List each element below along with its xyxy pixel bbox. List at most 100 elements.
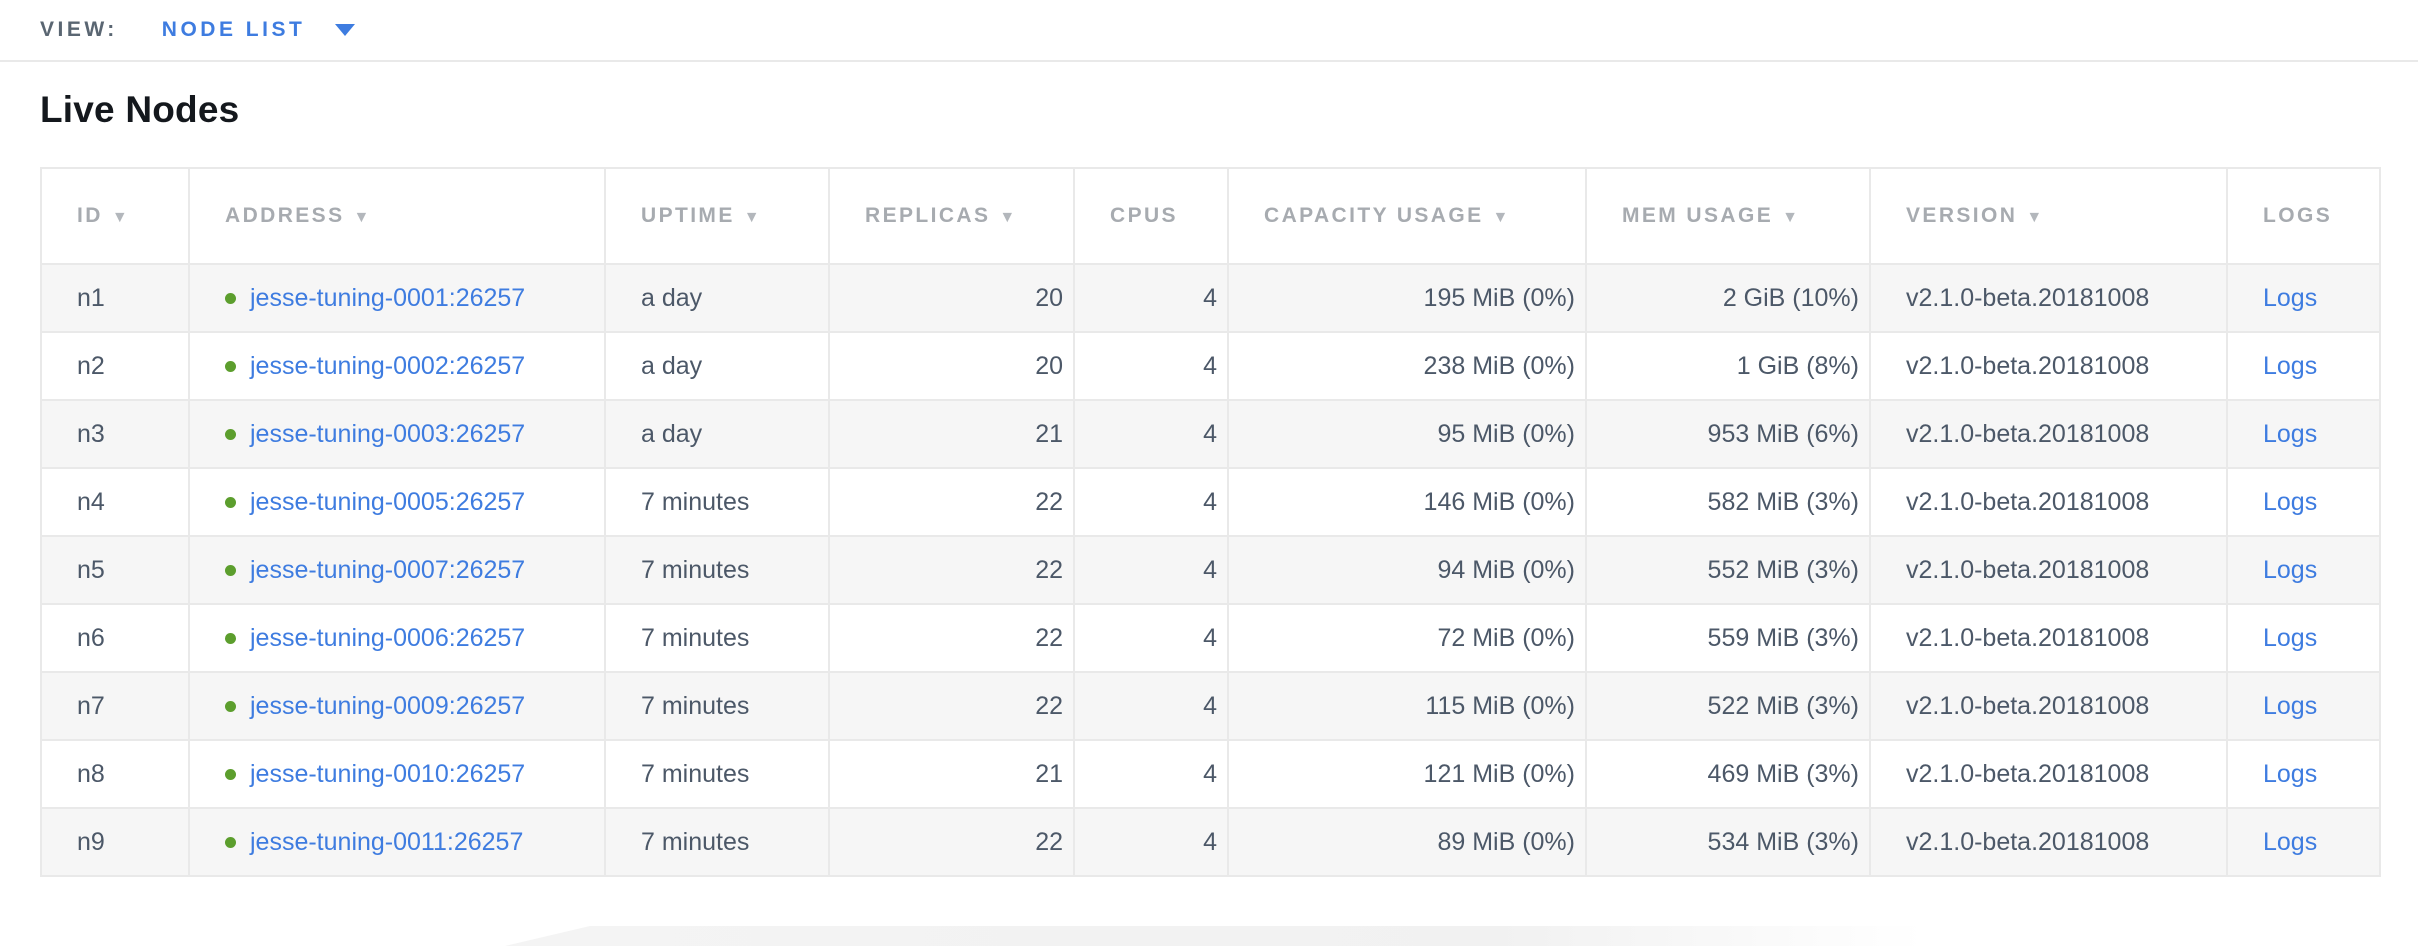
node-healthy-dot-icon — [225, 428, 236, 440]
column-header-mem-usage[interactable]: MEM USAGE ▼ — [1585, 167, 1871, 265]
node-healthy-dot-icon — [225, 632, 236, 644]
address-cell: jesse-tuning-0001:26257 — [188, 263, 606, 333]
capacity-usage-cell: 121 MiB (0%) — [1227, 739, 1587, 809]
page-title: Live Nodes — [40, 89, 240, 130]
address-cell: jesse-tuning-0002:26257 — [188, 331, 606, 401]
column-header-version[interactable]: VERSION ▼ — [1869, 167, 2228, 265]
cpus-cell: 4 — [1073, 535, 1229, 605]
replicas-cell: 22 — [828, 807, 1075, 877]
node-id-cell: n1 — [40, 263, 190, 333]
column-header-uptime[interactable]: UPTIME ▼ — [604, 167, 830, 265]
cpus-cell: 4 — [1073, 807, 1229, 877]
uptime-cell: a day — [604, 399, 830, 469]
caret-down-icon — [335, 24, 356, 36]
node-healthy-dot-icon — [225, 768, 236, 780]
view-selected-value: NODE LIST — [161, 18, 306, 41]
table-row: n5 jesse-tuning-0007:26257 7 minutes 22 … — [40, 535, 2381, 605]
node-healthy-dot-icon — [225, 836, 236, 848]
column-label: ADDRESS — [225, 204, 345, 227]
address-link[interactable]: jesse-tuning-0001:26257 — [250, 283, 526, 312]
column-header-replicas[interactable]: REPLICAS ▼ — [828, 167, 1075, 265]
table-row: n8 jesse-tuning-0010:26257 7 minutes 21 … — [40, 739, 2381, 809]
logs-cell: Logs — [2226, 399, 2381, 469]
view-label: VIEW: — [40, 18, 118, 41]
replicas-cell: 22 — [828, 603, 1075, 673]
address-link[interactable]: jesse-tuning-0011:26257 — [250, 827, 524, 856]
table-row: n9 jesse-tuning-0011:26257 7 minutes 22 … — [40, 807, 2381, 877]
logs-link[interactable]: Logs — [2263, 759, 2318, 788]
table-row: n2 jesse-tuning-0002:26257 a day 20 4 23… — [40, 331, 2381, 401]
logs-cell: Logs — [2226, 739, 2381, 809]
address-cell: jesse-tuning-0005:26257 — [188, 467, 606, 537]
address-link[interactable]: jesse-tuning-0009:26257 — [250, 691, 526, 720]
column-header-id[interactable]: ID ▼ — [40, 167, 190, 265]
view-selector[interactable]: NODE LIST — [162, 18, 356, 42]
version-cell: v2.1.0-beta.20181008 — [1869, 739, 2228, 809]
address-link[interactable]: jesse-tuning-0002:26257 — [250, 351, 526, 380]
table-row: n6 jesse-tuning-0006:26257 7 minutes 22 … — [40, 603, 2381, 673]
capacity-usage-cell: 89 MiB (0%) — [1227, 807, 1587, 877]
node-healthy-dot-icon — [225, 564, 236, 576]
mem-usage-cell: 469 MiB (3%) — [1585, 739, 1871, 809]
column-label: VERSION — [1906, 204, 2018, 227]
logs-link[interactable]: Logs — [2263, 691, 2318, 720]
column-label: LOGS — [2263, 204, 2333, 227]
cpus-cell: 4 — [1073, 399, 1229, 469]
version-cell: v2.1.0-beta.20181008 — [1869, 807, 2228, 877]
address-link[interactable]: jesse-tuning-0007:26257 — [250, 555, 526, 584]
version-cell: v2.1.0-beta.20181008 — [1869, 467, 2228, 537]
capacity-usage-cell: 95 MiB (0%) — [1227, 399, 1587, 469]
logs-link[interactable]: Logs — [2263, 827, 2318, 856]
node-id-cell: n3 — [40, 399, 190, 469]
uptime-cell: 7 minutes — [604, 535, 830, 605]
mem-usage-cell: 1 GiB (8%) — [1585, 331, 1871, 401]
address-cell: jesse-tuning-0009:26257 — [188, 671, 606, 741]
mem-usage-cell: 522 MiB (3%) — [1585, 671, 1871, 741]
version-cell: v2.1.0-beta.20181008 — [1869, 535, 2228, 605]
cpus-cell: 4 — [1073, 467, 1229, 537]
capacity-usage-cell: 146 MiB (0%) — [1227, 467, 1587, 537]
address-link[interactable]: jesse-tuning-0010:26257 — [250, 759, 526, 788]
logs-cell: Logs — [2226, 467, 2381, 537]
table-row: n4 jesse-tuning-0005:26257 7 minutes 22 … — [40, 467, 2381, 537]
node-id-cell: n7 — [40, 671, 190, 741]
sort-arrow-icon: ▼ — [743, 209, 760, 226]
replicas-cell: 21 — [828, 399, 1075, 469]
column-header-logs: LOGS — [2226, 167, 2381, 265]
replicas-cell: 22 — [828, 467, 1075, 537]
logs-cell: Logs — [2226, 331, 2381, 401]
node-healthy-dot-icon — [225, 292, 236, 304]
column-label: REPLICAS — [865, 204, 991, 227]
address-cell: jesse-tuning-0007:26257 — [188, 535, 606, 605]
address-link[interactable]: jesse-tuning-0006:26257 — [250, 623, 526, 652]
replicas-cell: 22 — [828, 535, 1075, 605]
version-cell: v2.1.0-beta.20181008 — [1869, 671, 2228, 741]
logs-cell: Logs — [2226, 671, 2381, 741]
address-link[interactable]: jesse-tuning-0005:26257 — [250, 487, 526, 516]
replicas-cell: 21 — [828, 739, 1075, 809]
column-header-capacity-usage[interactable]: CAPACITY USAGE ▼ — [1227, 167, 1587, 265]
capacity-usage-cell: 72 MiB (0%) — [1227, 603, 1587, 673]
node-healthy-dot-icon — [225, 700, 236, 712]
logs-link[interactable]: Logs — [2263, 351, 2318, 380]
column-header-address[interactable]: ADDRESS ▼ — [188, 167, 606, 265]
logs-link[interactable]: Logs — [2263, 487, 2318, 516]
live-nodes-table-wrap: ID ▼ ADDRESS ▼ UPTIME ▼ REPLICAS ▼ CPUS CAPA… — [40, 167, 2381, 877]
logs-link[interactable]: Logs — [2263, 623, 2318, 652]
column-label: UPTIME — [641, 204, 735, 227]
uptime-cell: 7 minutes — [604, 671, 830, 741]
logs-link[interactable]: Logs — [2263, 419, 2318, 448]
address-cell: jesse-tuning-0003:26257 — [188, 399, 606, 469]
mem-usage-cell: 559 MiB (3%) — [1585, 603, 1871, 673]
version-cell: v2.1.0-beta.20181008 — [1869, 399, 2228, 469]
logs-cell: Logs — [2226, 535, 2381, 605]
address-link[interactable]: jesse-tuning-0003:26257 — [250, 419, 526, 448]
node-id-cell: n4 — [40, 467, 190, 537]
column-label: CAPACITY USAGE — [1264, 204, 1484, 227]
logs-link[interactable]: Logs — [2263, 283, 2318, 312]
table-row: n7 jesse-tuning-0009:26257 7 minutes 22 … — [40, 671, 2381, 741]
capacity-usage-cell: 195 MiB (0%) — [1227, 263, 1587, 333]
logs-link[interactable]: Logs — [2263, 555, 2318, 584]
uptime-cell: 7 minutes — [604, 467, 830, 537]
